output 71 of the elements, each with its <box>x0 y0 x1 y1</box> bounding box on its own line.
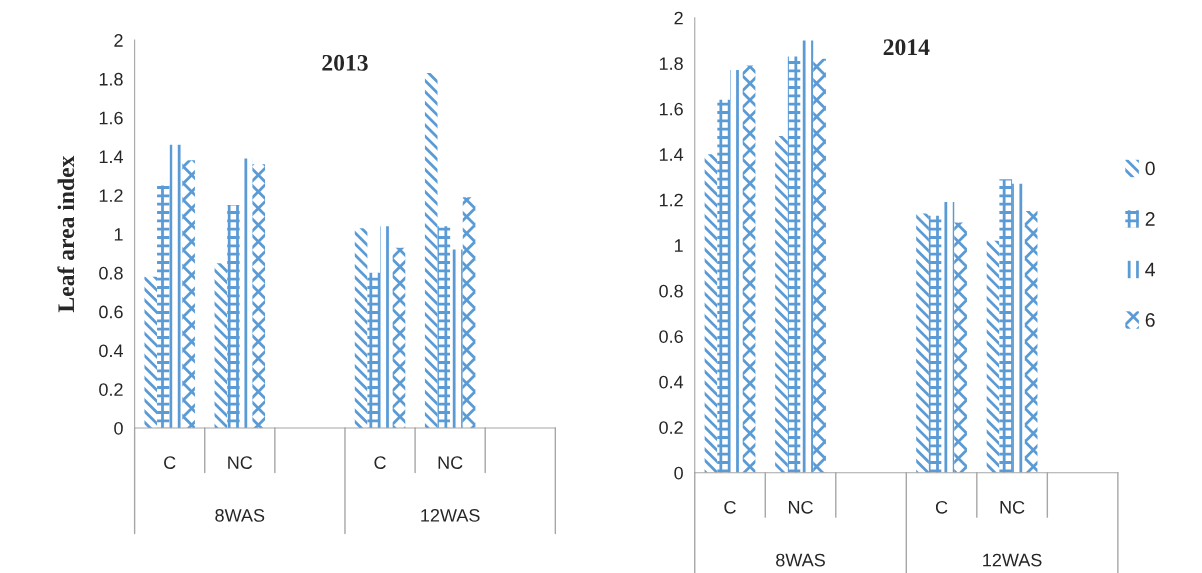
bar <box>999 179 1013 473</box>
y-tick-label: 1.8 <box>99 72 123 86</box>
bar <box>800 40 814 473</box>
y-tick-label: 0 <box>114 421 123 435</box>
y-tick-label: 1.6 <box>659 102 683 116</box>
bar <box>462 197 476 429</box>
text: 12WAS <box>983 553 1042 567</box>
y-tick-label: 1.4 <box>99 150 123 164</box>
x-tick-label: C <box>935 500 948 514</box>
bar <box>916 213 929 473</box>
y-tick-label: 0.8 <box>99 266 123 280</box>
bar <box>813 58 826 473</box>
bar <box>144 276 158 429</box>
bar <box>252 164 266 429</box>
legend-label: 0 <box>1145 161 1155 176</box>
bar <box>928 215 942 473</box>
bar <box>717 99 731 473</box>
bar <box>354 228 368 429</box>
text: 8WAS <box>215 508 265 522</box>
y-tick-label: 1.8 <box>659 57 683 70</box>
bar <box>239 158 253 429</box>
y-tick-label: 1.2 <box>659 193 683 207</box>
bar <box>742 65 756 473</box>
x-tick-label: NC <box>228 456 253 469</box>
y-tick-label: 2 <box>674 11 683 25</box>
y-axis-title: Leaf area index <box>57 155 75 313</box>
bar <box>450 249 463 429</box>
y-tick-label: 0.6 <box>99 305 123 319</box>
bar <box>775 136 788 473</box>
legend-label: 4 <box>1145 262 1155 277</box>
bar <box>1024 211 1038 473</box>
text: 2014 <box>883 39 930 56</box>
bar <box>954 222 967 473</box>
bar <box>704 154 718 473</box>
x-tick-label: C <box>164 456 176 469</box>
x-tick-label: C <box>724 500 736 514</box>
bar <box>986 240 1000 473</box>
y-tick-label: 0.2 <box>659 421 683 434</box>
y-tick-label: 1 <box>674 239 683 252</box>
y-tick-label: 1.2 <box>99 189 123 202</box>
y-tick-label: 0.4 <box>659 375 684 389</box>
bar <box>787 56 801 473</box>
y-tick-label: 0.2 <box>99 383 123 396</box>
bar <box>392 247 406 429</box>
legend-label: 6 <box>1145 313 1155 327</box>
bar <box>157 185 170 429</box>
x-tick-label: NC <box>438 456 463 469</box>
y-tick-label: 0.8 <box>659 284 683 298</box>
chart-title: 2013 <box>322 54 368 71</box>
x-tick-label: C <box>374 456 386 469</box>
bar <box>437 226 451 429</box>
y-tick-label: 0.4 <box>99 344 123 358</box>
x-tick-label: NC <box>1000 500 1025 514</box>
text: 12WAS <box>421 508 480 522</box>
legend-label: 2 <box>1145 212 1155 226</box>
bar <box>227 204 240 429</box>
bar <box>182 160 195 429</box>
bar <box>1012 183 1025 473</box>
y-tick-label: 2 <box>114 34 123 47</box>
y-tick-label: 0.6 <box>659 330 683 343</box>
y-tick-label: 1 <box>114 228 123 241</box>
y-tick-label: 1.4 <box>659 148 684 161</box>
y-tick-label: 1.6 <box>99 111 123 125</box>
bar <box>169 144 183 429</box>
bar <box>214 263 228 429</box>
bar <box>424 73 438 429</box>
y-tick-label: 0 <box>674 466 683 480</box>
bar <box>367 272 381 429</box>
bar <box>941 202 955 473</box>
x-tick-label: NC <box>788 500 813 514</box>
text: 8WAS <box>776 553 825 567</box>
